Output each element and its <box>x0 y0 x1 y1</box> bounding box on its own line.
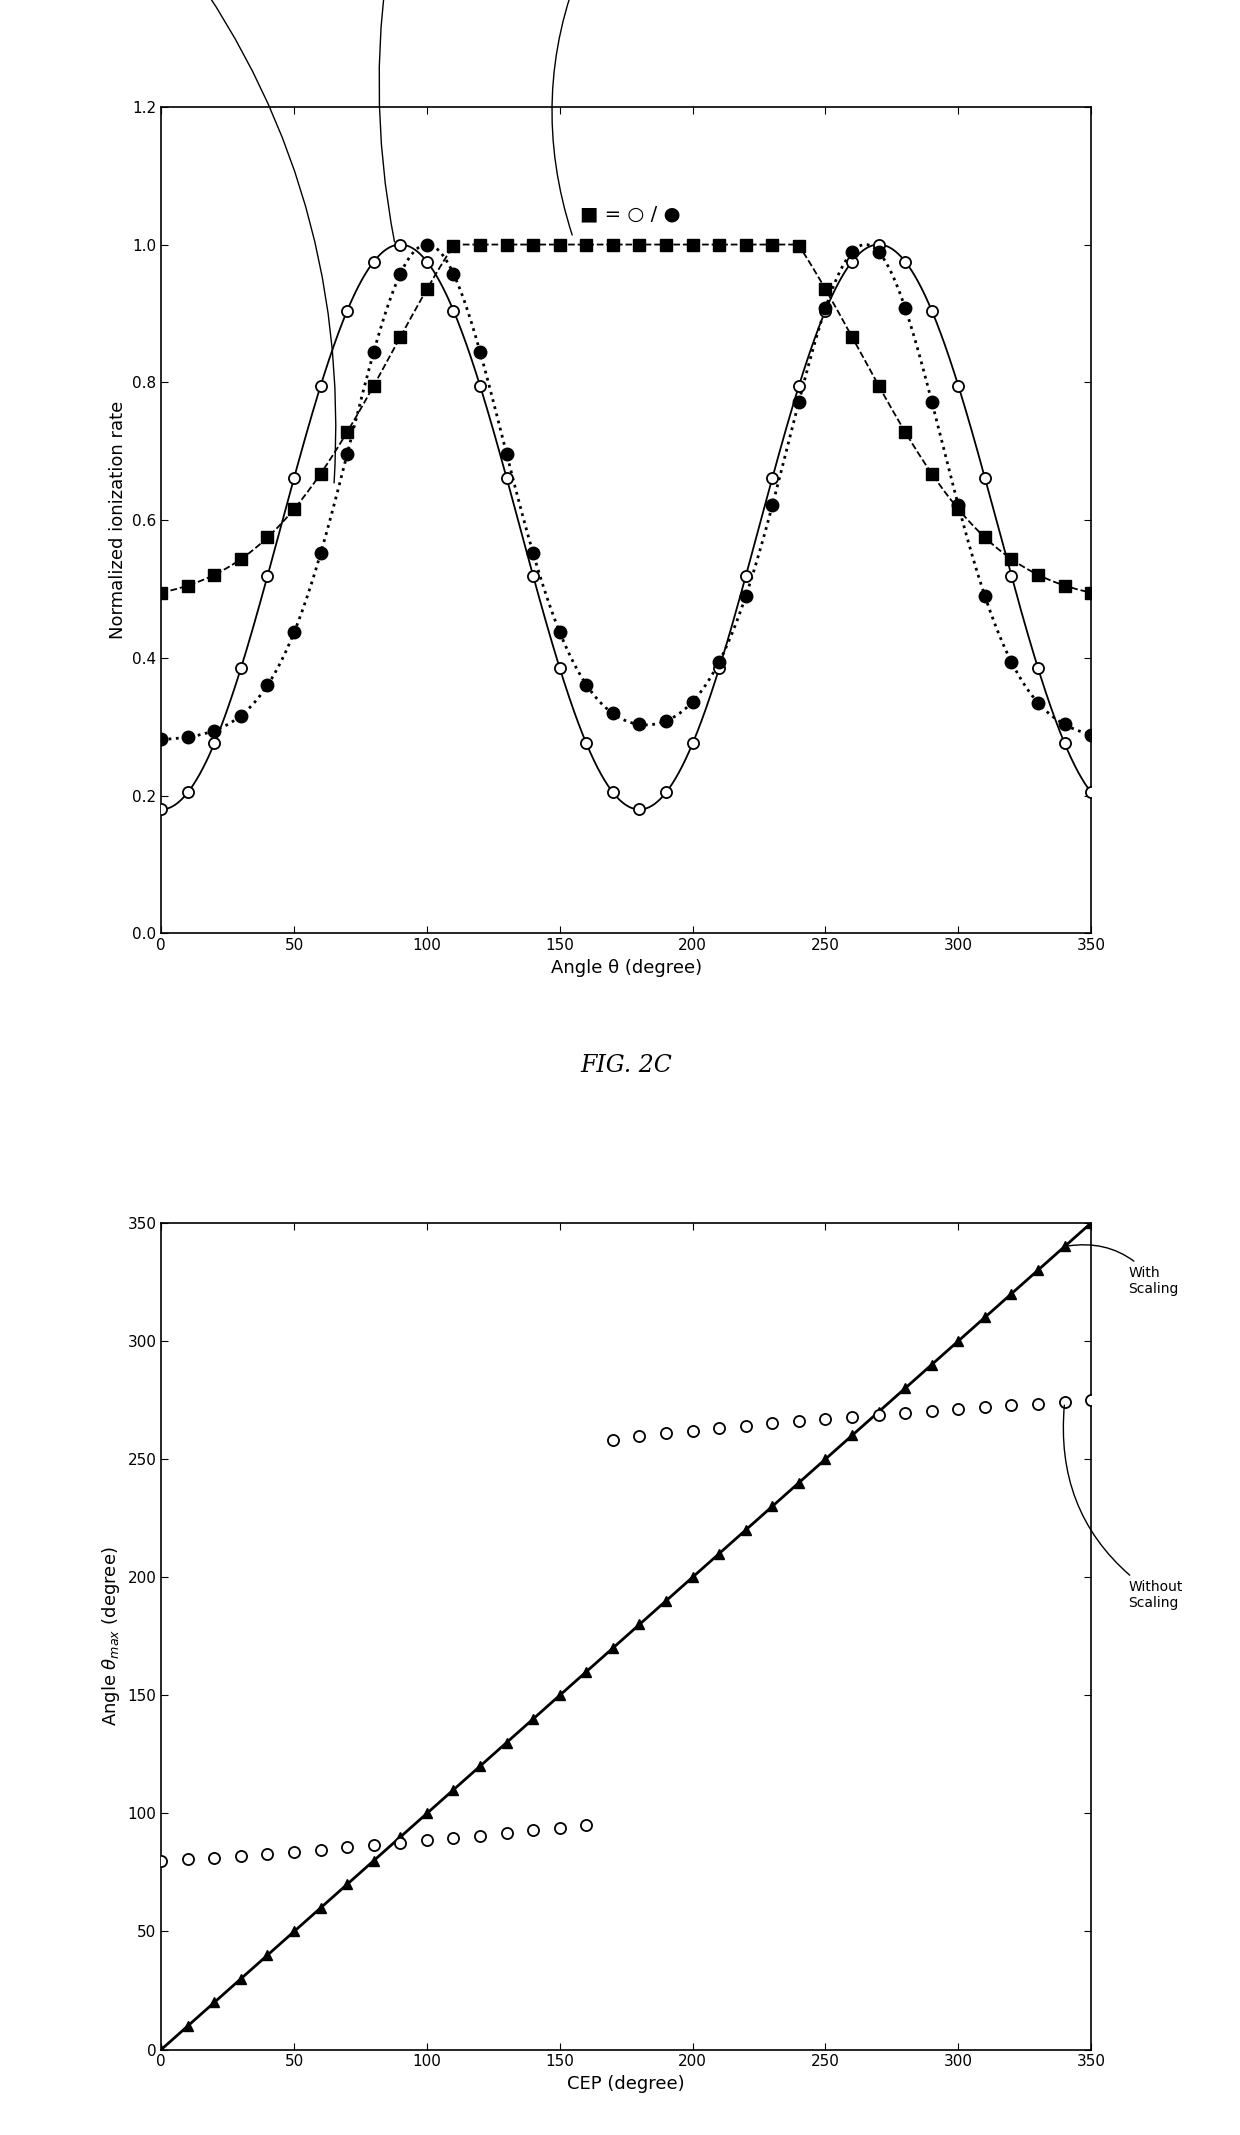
Y-axis label: Normalized ionization rate: Normalized ionization rate <box>109 401 126 638</box>
Text: CEP-Averaged: CEP-Averaged <box>347 0 445 241</box>
Text: ■ = ○ / ●: ■ = ○ / ● <box>580 205 681 224</box>
X-axis label: CEP (degree): CEP (degree) <box>568 2075 684 2092</box>
Text: Normalized
Ratios: Normalized Ratios <box>552 0 631 235</box>
X-axis label: Angle θ (degree): Angle θ (degree) <box>551 959 702 978</box>
Text: Without
Scaling: Without Scaling <box>1064 1405 1183 1610</box>
Text: With
Scaling: With Scaling <box>1068 1245 1179 1296</box>
Y-axis label: Angle $\theta_{max}$ (degree): Angle $\theta_{max}$ (degree) <box>99 1546 122 1725</box>
Text: FIG. 2C: FIG. 2C <box>580 1055 672 1078</box>
Text: Ellipticity of 0.92
and CEP of π: Ellipticity of 0.92 and CEP of π <box>87 0 336 483</box>
